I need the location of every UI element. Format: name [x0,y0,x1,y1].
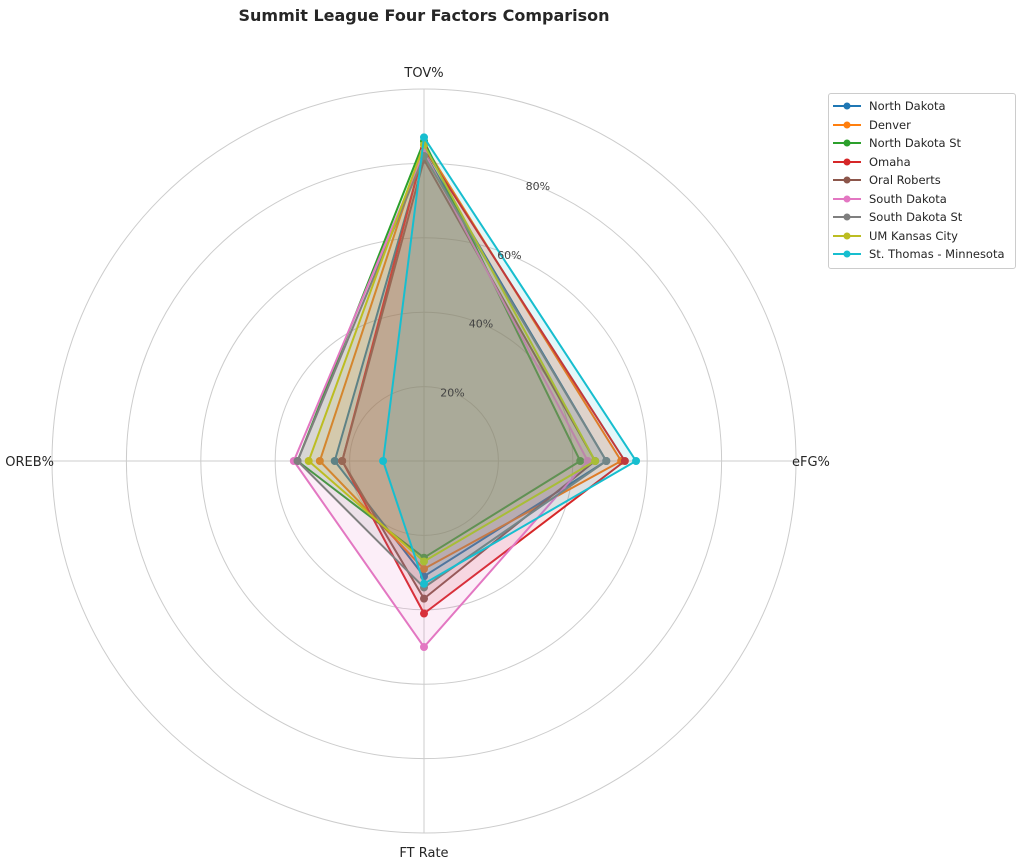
series-point [420,557,428,566]
radar-series [289,133,641,651]
series-area [293,152,588,647]
legend-item: UM Kansas City [829,227,1015,246]
legend-item: Omaha [829,153,1015,172]
series-point [632,457,641,465]
legend-swatch [833,102,861,110]
legend-label: Denver [869,117,911,132]
axis-label: TOV% [403,66,443,81]
series-8 [379,133,641,588]
legend-item: South Dakota St [829,208,1015,227]
legend-label: Oral Roberts [869,173,941,188]
series-point [583,457,592,465]
series-area [342,159,596,599]
radial-tick-label: 60% [497,249,521,262]
series-area [334,152,607,577]
legend-item: North Dakota St [829,134,1015,153]
legend-swatch [833,176,861,184]
legend-label: Omaha [869,154,911,169]
series-point [420,133,428,142]
legend-label: North Dakota St [869,136,962,151]
legend-swatch [833,158,861,166]
series-area [319,144,622,569]
legend-item: Oral Roberts [829,171,1015,190]
series-point [420,609,428,618]
series-point [420,579,428,588]
series-point [379,457,388,465]
legend-item: South Dakota [829,190,1015,209]
legend-label: South Dakota [869,191,947,206]
legend-swatch [833,139,861,147]
series-area [297,141,581,558]
chart-title: Summit League Four Factors Comparison [238,6,610,25]
series-area [297,156,607,588]
legend-label: South Dakota St [869,210,963,225]
radial-tick-label: 20% [440,386,464,399]
series-point [304,457,313,465]
radial-tick-label: 80% [526,180,550,193]
series-area [383,137,636,584]
legend-swatch [833,232,861,240]
series-point [576,457,585,465]
legend-swatch [833,121,861,129]
legend: North Dakota Denver North Dakota St Omaha Or… [828,93,1016,269]
radial-tick-label: 40% [469,318,493,331]
axis-label: FT Rate [399,846,448,861]
series-point [315,457,324,465]
series-area [308,144,596,562]
radar-labels: 20% 40% 60% 80% eFG% TOV% OREB% FT Rate [5,66,830,861]
series-point [602,457,611,465]
legend-swatch [833,250,861,258]
series-point [620,457,629,465]
series-point [338,457,347,465]
axis-label: OREB% [5,455,54,470]
series-point [420,594,428,603]
series-point [293,457,302,465]
legend-item: Denver [829,116,1015,135]
series-point [330,457,339,465]
legend-swatch [833,195,861,203]
series-point [420,643,428,651]
legend-item: North Dakota [829,97,1015,116]
series-point [591,457,600,465]
legend-swatch [833,213,861,221]
legend-label: St. Thomas - Minnesota [869,247,1005,262]
legend-label: North Dakota [869,99,946,114]
legend-item: St. Thomas - Minnesota [829,245,1015,264]
axis-label: eFG% [792,455,830,470]
series-point [420,564,428,573]
legend-label: UM Kansas City [869,228,958,243]
